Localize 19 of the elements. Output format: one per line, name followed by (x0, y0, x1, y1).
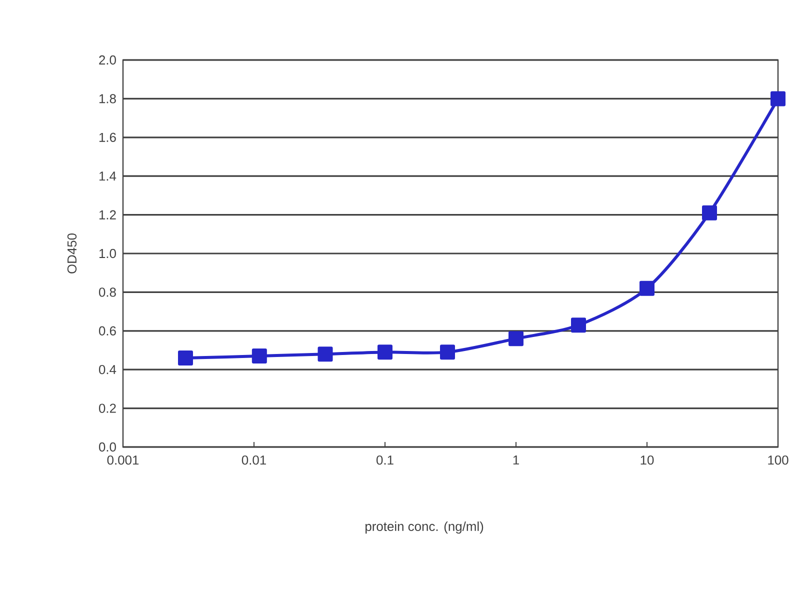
y-axis-title: OD450 (67, 233, 77, 274)
x-tick-label: 0.01 (242, 456, 266, 465)
x-tick-label: 0.001 (107, 456, 139, 465)
x-tick-label: 1 (513, 456, 519, 464)
y-tick-label: 0.8 (98, 288, 116, 297)
x-axis-title: protein conc. (ng/ml) (366, 522, 484, 534)
x-tick-label: 10 (640, 456, 654, 465)
y-tick-label: 0.2 (98, 404, 116, 413)
y-tick-label: 2.0 (99, 55, 116, 65)
y-tick-label: 0.4 (98, 365, 116, 374)
y-tick-label: 1.2 (99, 210, 116, 220)
x-tick-label: 100 (768, 456, 788, 465)
y-tick-label: 0.6 (98, 326, 116, 336)
y-tick-label: 1.8 (99, 94, 116, 104)
y-tick-label: 0.0 (98, 442, 116, 452)
y-tick-label: 1.0 (99, 248, 116, 258)
x-tick-label: 0.1 (376, 456, 394, 465)
y-tick-label: 1.6 (99, 132, 116, 142)
y-tick-label: 1.4 (99, 172, 116, 181)
